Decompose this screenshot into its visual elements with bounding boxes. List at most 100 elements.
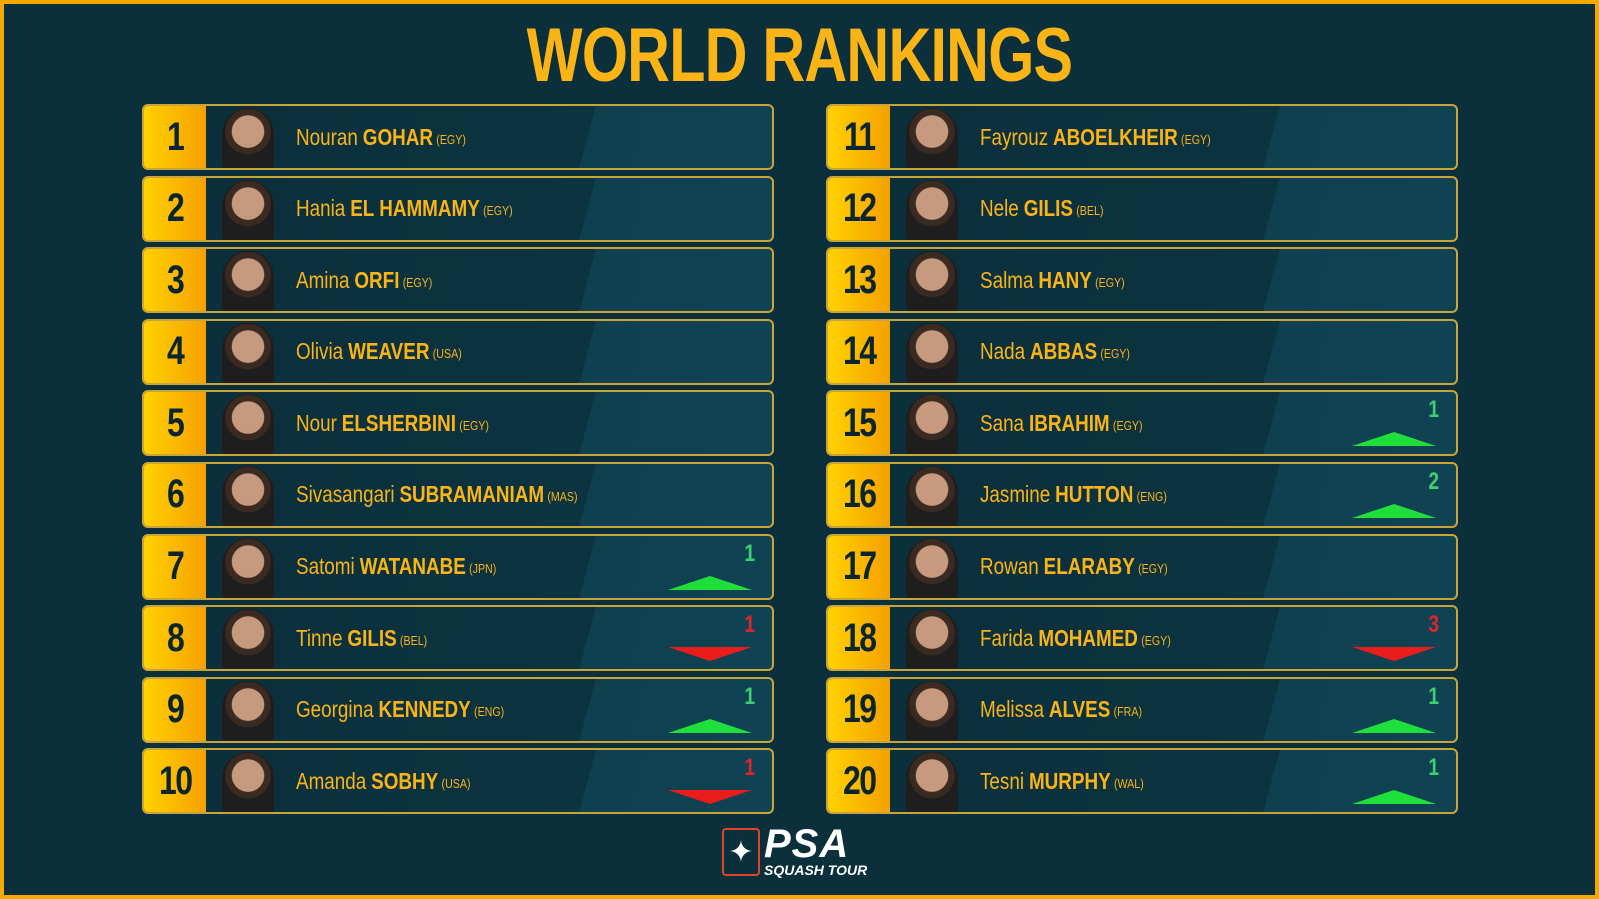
player-photo	[222, 680, 274, 741]
ranking-row: 16 Jasmine HUTTON (ENG) 2	[826, 461, 1458, 528]
rank-change-up: 1	[1352, 682, 1440, 739]
ranking-row: 10 Amanda SOBHY (USA) 1	[142, 748, 774, 815]
rank-number: 16	[828, 463, 890, 526]
rank-number: 5	[144, 392, 206, 455]
rank-number: 18	[828, 607, 890, 670]
player-photo	[906, 108, 958, 168]
arrow-up-icon	[1352, 432, 1436, 447]
rank-change-value: 1	[1427, 682, 1439, 710]
arrow-down-icon	[668, 790, 752, 805]
rank-change-value: 3	[1427, 611, 1439, 639]
logo-subtitle: SQUASH TOUR	[764, 862, 868, 878]
rank-number: 2	[144, 177, 206, 240]
first-name: Satomi	[296, 553, 355, 580]
ranking-row: 9 Georgina KENNEDY (ENG) 1	[142, 676, 774, 743]
squash-player-icon: ✦	[722, 828, 760, 876]
ranking-row: 17 Rowan ELARABY (EGY)	[826, 533, 1458, 600]
player-name: Fayrouz ABOELKHEIR (EGY)	[980, 106, 1211, 168]
player-name: Rowan ELARABY (EGY)	[980, 536, 1168, 598]
last-name: GOHAR	[362, 123, 433, 150]
rank-number: 15	[828, 392, 890, 455]
first-name: Nada	[980, 338, 1026, 365]
rank-change-up: 2	[1352, 467, 1440, 524]
arrow-up-icon	[668, 575, 752, 590]
country: (MAS)	[547, 489, 578, 505]
rank-number: 12	[828, 177, 890, 240]
first-name: Rowan	[980, 553, 1039, 580]
player-name: Olivia WEAVER (USA)	[296, 321, 462, 383]
player-photo	[222, 609, 274, 670]
ranking-row: 18 Farida MOHAMED (EGY) 3	[826, 605, 1458, 672]
player-name: Amina ORFI (EGY)	[296, 249, 432, 311]
ranking-row: 3 Amina ORFI (EGY)	[142, 247, 774, 314]
rank-change-value: 1	[1427, 754, 1439, 782]
ranking-row: 14 Nada ABBAS (EGY)	[826, 318, 1458, 385]
last-name: GILIS	[347, 624, 397, 651]
country: (EGY)	[1181, 131, 1211, 147]
last-name: HUTTON	[1055, 481, 1134, 508]
first-name: Georgina	[296, 696, 374, 723]
player-name: Georgina KENNEDY (ENG)	[296, 679, 504, 741]
player-name: Jasmine HUTTON (ENG)	[980, 464, 1167, 526]
last-name: ORFI	[354, 266, 400, 293]
country: (ENG)	[474, 704, 505, 720]
country: (EGY)	[459, 417, 489, 433]
rank-change-value: 1	[743, 611, 755, 639]
last-name: ELARABY	[1043, 553, 1135, 580]
first-name: Nour	[296, 409, 337, 436]
ranking-row: 6 Sivasangari SUBRAMANIAM (MAS)	[142, 461, 774, 528]
player-photo	[222, 465, 274, 526]
rank-change-value: 1	[743, 682, 755, 710]
player-name: Hania EL HAMMAMY (EGY)	[296, 178, 513, 240]
rank-change-value: 1	[1427, 396, 1439, 424]
first-name: Amina	[296, 266, 350, 293]
player-photo	[906, 537, 958, 598]
player-photo	[906, 179, 958, 240]
arrow-down-icon	[1352, 647, 1436, 662]
last-name: ABBAS	[1030, 338, 1098, 365]
rank-number: 1	[144, 106, 206, 168]
player-name: Nada ABBAS (EGY)	[980, 321, 1130, 383]
logo-name: PSA	[764, 822, 850, 866]
country: (EGY)	[1100, 346, 1130, 362]
rank-change-down: 3	[1352, 611, 1440, 667]
rank-number: 6	[144, 463, 206, 526]
psa-logo: ✦ PSA SQUASH TOUR	[722, 822, 868, 878]
player-photo	[906, 680, 958, 741]
player-name: Tesni MURPHY (WAL)	[980, 750, 1144, 812]
player-photo	[222, 322, 274, 383]
player-name: Farida MOHAMED (EGY)	[980, 607, 1171, 669]
rankings-column-right: 11 Fayrouz ABOELKHEIR (EGY) 12 Nele GILIS (BE…	[826, 104, 1458, 820]
rank-change-down: 1	[668, 611, 756, 667]
first-name: Fayrouz	[980, 123, 1049, 150]
country: (EGY)	[1095, 274, 1125, 290]
last-name: EL HAMMAMY	[350, 195, 480, 222]
player-name: Salma HANY (EGY)	[980, 249, 1125, 311]
arrow-up-icon	[1352, 790, 1436, 805]
rank-number: 14	[828, 320, 890, 383]
country: (EGY)	[1141, 632, 1171, 648]
last-name: WEAVER	[348, 338, 430, 365]
player-name: Tinne GILIS (BEL)	[296, 607, 427, 669]
rank-change-value: 2	[1427, 467, 1439, 495]
country: (FRA)	[1113, 704, 1143, 720]
rankings-column-left: 1 Nouran GOHAR (EGY) 2 Hania EL HAMMAMY (EGY)…	[142, 104, 774, 820]
rank-number: 4	[144, 320, 206, 383]
last-name: ABOELKHEIR	[1053, 123, 1178, 150]
country: (ENG)	[1136, 489, 1167, 505]
rank-change-value: 1	[743, 539, 755, 567]
country: (USA)	[432, 346, 462, 362]
player-photo	[222, 251, 274, 312]
rank-change-up: 1	[1352, 754, 1440, 810]
rank-number: 9	[144, 678, 206, 741]
player-photo	[222, 394, 274, 455]
rank-number: 7	[144, 535, 206, 598]
rank-change-value: 1	[743, 754, 755, 782]
ranking-row: 13 Salma HANY (EGY)	[826, 247, 1458, 314]
arrow-down-icon	[668, 647, 752, 662]
player-photo	[222, 108, 274, 168]
last-name: MOHAMED	[1038, 624, 1138, 651]
arrow-up-icon	[1352, 503, 1436, 518]
rank-number: 3	[144, 249, 206, 312]
last-name: ALVES	[1048, 696, 1111, 723]
